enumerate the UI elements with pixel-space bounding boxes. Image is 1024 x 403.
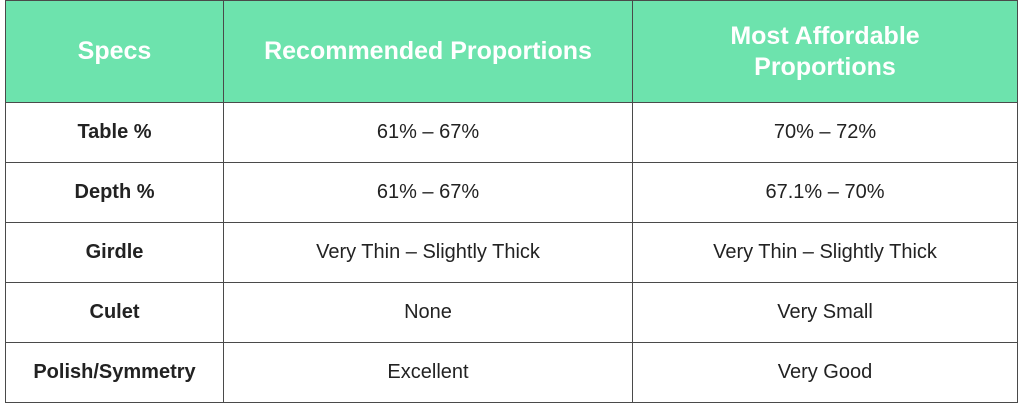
- table-cell: None: [223, 282, 633, 343]
- table-cell: 70% – 72%: [632, 102, 1018, 163]
- table-row: Depth % 61% – 67% 67.1% – 70%: [5, 162, 1018, 223]
- table-body: Table % 61% – 67% 70% – 72% Depth % 61% – 67…: [5, 102, 1018, 403]
- header-cell: Specs: [5, 0, 224, 103]
- table-cell: 61% – 67%: [223, 162, 633, 223]
- table-row: Culet None Very Small: [5, 282, 1018, 343]
- header-row: Specs Recommended Proportions Most Afforda…: [5, 0, 1018, 103]
- table-cell: Very Good: [632, 342, 1018, 403]
- row-label: Depth %: [5, 162, 224, 223]
- table-cell: Excellent: [223, 342, 633, 403]
- row-label: Table %: [5, 102, 224, 163]
- table-row: Girdle Very Thin – Slightly Thick Very Thi…: [5, 222, 1018, 283]
- header-cell: Most Affordable Proportions: [632, 0, 1018, 103]
- table-row: Table % 61% – 67% 70% – 72%: [5, 102, 1018, 163]
- row-label: Polish/Symmetry: [5, 342, 224, 403]
- table-cell: Very Small: [632, 282, 1018, 343]
- row-label: Culet: [5, 282, 224, 343]
- table-cell: 67.1% – 70%: [632, 162, 1018, 223]
- spec-table: Specs Recommended Proportions Most Afforda…: [5, 0, 1018, 403]
- table-cell: Very Thin – Slightly Thick: [223, 222, 633, 283]
- table-header: Specs Recommended Proportions Most Afforda…: [5, 0, 1018, 103]
- table-cell: Very Thin – Slightly Thick: [632, 222, 1018, 283]
- header-cell: Recommended Proportions: [223, 0, 633, 103]
- table-cell: 61% – 67%: [223, 102, 633, 163]
- table-row: Polish/Symmetry Excellent Very Good: [5, 342, 1018, 403]
- row-label: Girdle: [5, 222, 224, 283]
